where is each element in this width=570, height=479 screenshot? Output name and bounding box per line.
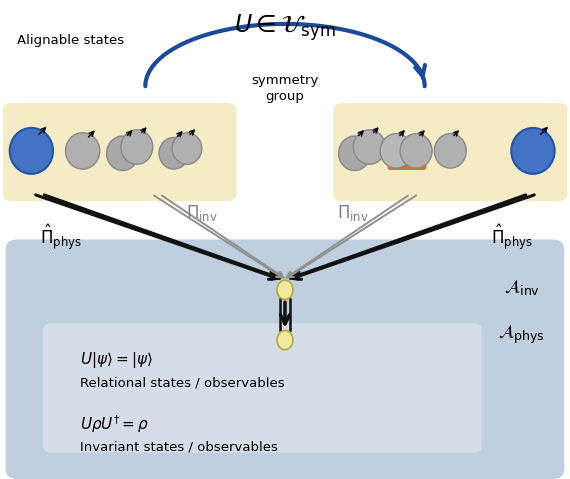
FancyBboxPatch shape [333, 103, 567, 201]
Text: $U\rho U^{\dagger} = \rho$: $U\rho U^{\dagger} = \rho$ [80, 413, 149, 435]
Text: Invariant states / observables: Invariant states / observables [80, 440, 278, 454]
Ellipse shape [107, 136, 139, 171]
FancyBboxPatch shape [3, 103, 237, 201]
FancyBboxPatch shape [43, 323, 482, 453]
Ellipse shape [400, 134, 432, 168]
Ellipse shape [434, 134, 466, 168]
Ellipse shape [277, 331, 293, 350]
Text: $\Pi_{\mathrm{inv}}$: $\Pi_{\mathrm{inv}}$ [337, 203, 369, 223]
Text: $\Pi_{\mathrm{inv}}$: $\Pi_{\mathrm{inv}}$ [186, 203, 218, 223]
Text: $\mathcal{A}_{\mathrm{phys}}$: $\mathcal{A}_{\mathrm{phys}}$ [498, 324, 545, 346]
Ellipse shape [380, 134, 412, 168]
Ellipse shape [66, 133, 100, 169]
Ellipse shape [10, 128, 53, 174]
Text: $\hat{\Pi}_{\mathrm{phys}}$: $\hat{\Pi}_{\mathrm{phys}}$ [40, 222, 82, 252]
Ellipse shape [159, 137, 189, 169]
Text: $\mathcal{A}_{\mathrm{inv}}$: $\mathcal{A}_{\mathrm{inv}}$ [503, 278, 540, 297]
FancyBboxPatch shape [388, 139, 426, 170]
FancyBboxPatch shape [6, 240, 564, 479]
Ellipse shape [339, 136, 370, 171]
Text: Relational states / observables: Relational states / observables [80, 376, 284, 390]
Ellipse shape [121, 130, 153, 164]
Ellipse shape [172, 133, 202, 164]
Text: symmetry
group: symmetry group [251, 74, 319, 103]
Text: $\hat{\Pi}_{\mathrm{phys}}$: $\hat{\Pi}_{\mathrm{phys}}$ [491, 222, 533, 252]
Ellipse shape [353, 130, 385, 164]
Ellipse shape [277, 280, 293, 299]
Text: $U \in \mathcal{U}_{\mathrm{sym}}$: $U \in \mathcal{U}_{\mathrm{sym}}$ [234, 12, 336, 43]
Text: Alignable states: Alignable states [17, 34, 124, 47]
Ellipse shape [511, 128, 555, 174]
Text: $U|\psi\rangle = |\psi\rangle$: $U|\psi\rangle = |\psi\rangle$ [80, 350, 153, 370]
